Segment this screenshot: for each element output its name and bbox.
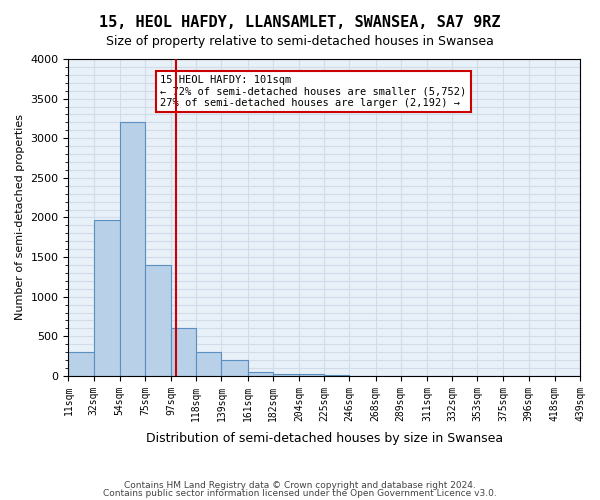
- Bar: [120, 122, 145, 376]
- Bar: [145, 265, 171, 376]
- Bar: [196, 352, 221, 376]
- Text: Contains public sector information licensed under the Open Government Licence v3: Contains public sector information licen…: [103, 488, 497, 498]
- Text: Contains HM Land Registry data © Crown copyright and database right 2024.: Contains HM Land Registry data © Crown c…: [124, 481, 476, 490]
- Text: 15 HEOL HAFDY: 101sqm
← 72% of semi-detached houses are smaller (5,752)
27% of s: 15 HEOL HAFDY: 101sqm ← 72% of semi-deta…: [160, 75, 467, 108]
- Text: Size of property relative to semi-detached houses in Swansea: Size of property relative to semi-detach…: [106, 35, 494, 48]
- Y-axis label: Number of semi-detached properties: Number of semi-detached properties: [15, 114, 25, 320]
- Bar: [221, 360, 248, 376]
- Bar: [68, 352, 94, 376]
- Bar: [299, 374, 324, 376]
- Bar: [324, 375, 349, 376]
- Bar: [94, 220, 120, 376]
- Bar: [248, 372, 273, 376]
- Bar: [273, 374, 299, 376]
- Text: 15, HEOL HAFDY, LLANSAMLET, SWANSEA, SA7 9RZ: 15, HEOL HAFDY, LLANSAMLET, SWANSEA, SA7…: [99, 15, 501, 30]
- X-axis label: Distribution of semi-detached houses by size in Swansea: Distribution of semi-detached houses by …: [146, 432, 503, 445]
- Bar: [171, 328, 196, 376]
